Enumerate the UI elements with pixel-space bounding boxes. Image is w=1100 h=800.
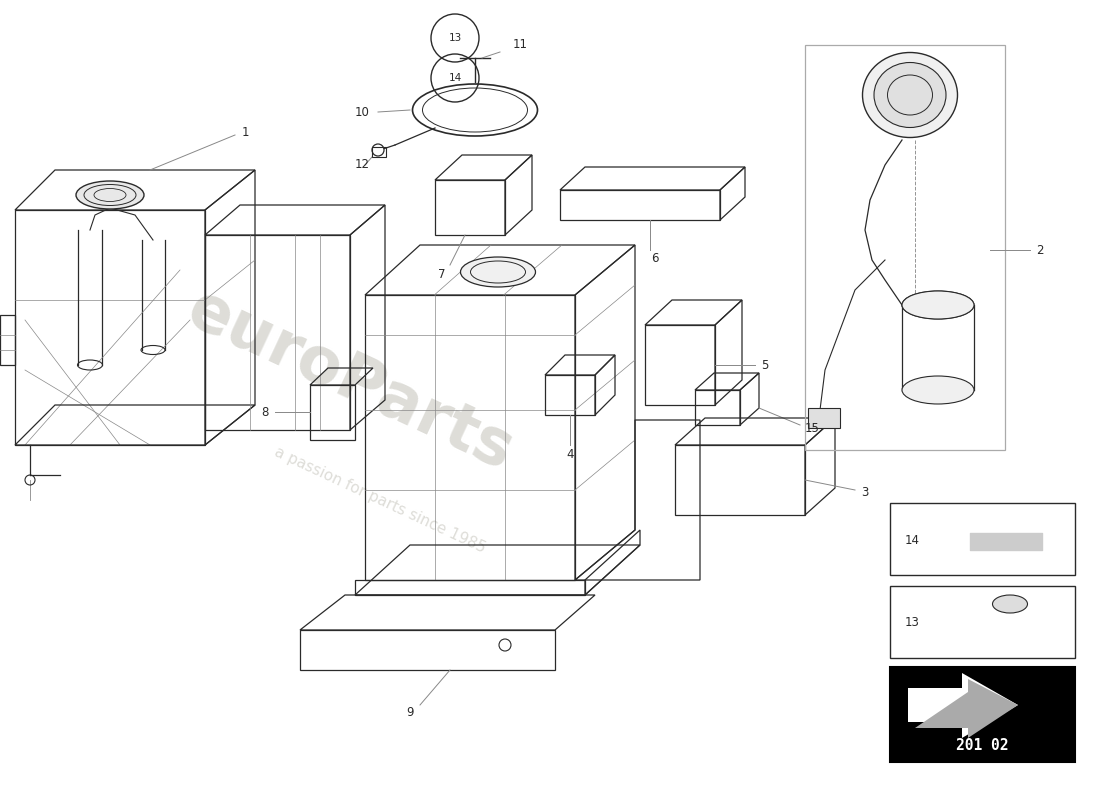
Text: 4: 4 <box>566 449 574 462</box>
Text: 2: 2 <box>1036 243 1044 257</box>
FancyBboxPatch shape <box>890 667 1075 762</box>
FancyBboxPatch shape <box>808 408 840 428</box>
Text: euroParts: euroParts <box>177 278 522 482</box>
Text: 13: 13 <box>449 33 462 43</box>
Text: 3: 3 <box>861 486 869 498</box>
Ellipse shape <box>461 257 536 287</box>
Ellipse shape <box>76 181 144 209</box>
Text: 201 02: 201 02 <box>956 738 1009 753</box>
Polygon shape <box>915 679 1018 738</box>
Ellipse shape <box>874 62 946 127</box>
Text: 12: 12 <box>354 158 370 171</box>
Text: a passion for parts since 1985: a passion for parts since 1985 <box>272 444 488 556</box>
Text: 6: 6 <box>651 251 659 265</box>
Circle shape <box>372 144 384 156</box>
Ellipse shape <box>902 291 974 319</box>
Ellipse shape <box>902 376 974 404</box>
Circle shape <box>499 639 512 651</box>
Text: 13: 13 <box>905 615 920 629</box>
Polygon shape <box>908 673 1018 738</box>
Text: 10: 10 <box>354 106 370 118</box>
Text: 1: 1 <box>241 126 249 138</box>
Text: 11: 11 <box>513 38 528 51</box>
Text: 14: 14 <box>449 73 462 83</box>
Ellipse shape <box>992 595 1027 613</box>
Ellipse shape <box>862 53 957 138</box>
FancyBboxPatch shape <box>890 503 1075 575</box>
FancyBboxPatch shape <box>890 586 1075 658</box>
Text: 5: 5 <box>761 358 769 371</box>
Text: 7: 7 <box>438 269 446 282</box>
Text: 15: 15 <box>804 422 820 434</box>
Text: 8: 8 <box>262 406 268 418</box>
Text: 9: 9 <box>406 706 414 718</box>
Text: 14: 14 <box>905 534 920 546</box>
